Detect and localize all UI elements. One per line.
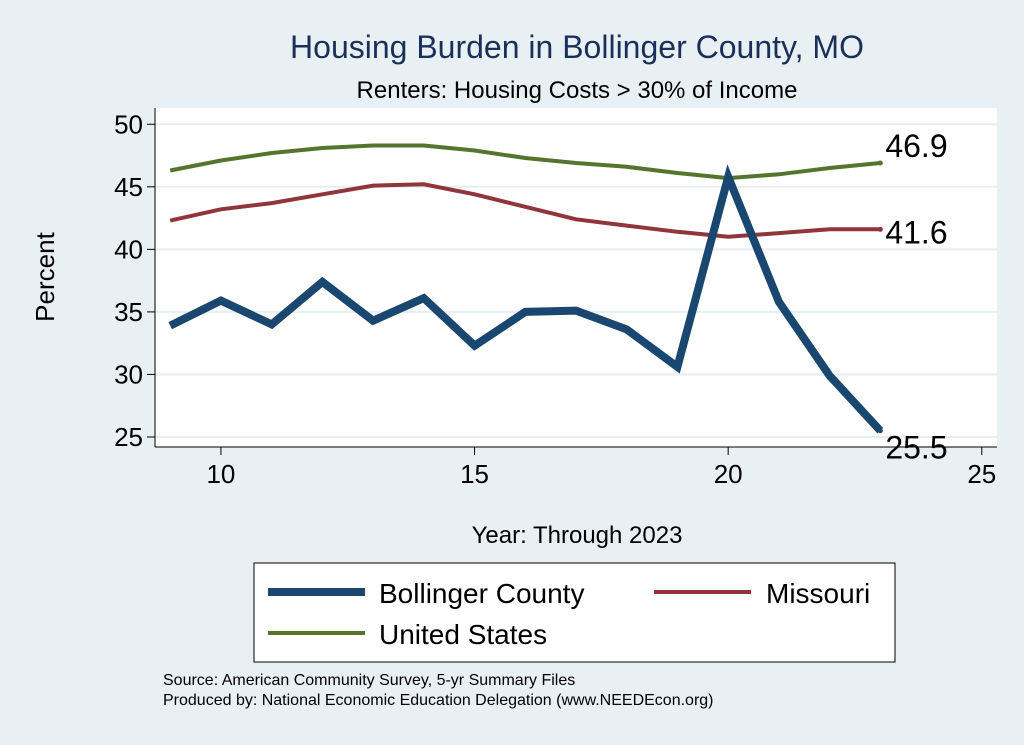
legend-label-us: United States xyxy=(379,619,547,650)
y-tick-label-35: 35 xyxy=(114,297,143,327)
end-labels: 25.5 41.6 46.9 xyxy=(877,128,948,466)
end-label-missouri: 41.6 xyxy=(885,214,947,250)
end-marker-2 xyxy=(877,160,883,166)
x-ticks: 10 15 20 25 xyxy=(206,447,996,489)
series-line-us xyxy=(169,143,881,181)
end-marker-0 xyxy=(877,428,883,434)
source-note: Source: American Community Survey, 5-yr … xyxy=(163,672,576,689)
legend: Bollinger County Missouri United States xyxy=(253,562,896,663)
end-label-us: 46.9 xyxy=(885,128,947,164)
series-group xyxy=(168,143,884,434)
series-line-bollinger xyxy=(168,164,884,434)
x-tick-label-10: 10 xyxy=(206,459,235,489)
end-marker-1 xyxy=(877,226,883,232)
x-tick-label-25: 25 xyxy=(967,459,996,489)
y-axis-label: Percent xyxy=(30,231,60,321)
x-tick-label-15: 15 xyxy=(460,459,489,489)
x-tick-label-20: 20 xyxy=(714,459,743,489)
end-label-bollinger: 25.5 xyxy=(885,430,947,466)
y-tick-label-30: 30 xyxy=(114,359,143,389)
y-ticks: 25 30 35 40 45 50 xyxy=(114,109,155,452)
y-tick-label-25: 25 xyxy=(114,422,143,452)
y-tick-label-40: 40 xyxy=(114,234,143,264)
y-tick-label-50: 50 xyxy=(114,109,143,139)
x-axis-label: Year: Through 2023 xyxy=(472,522,683,549)
legend-label-missouri: Missouri xyxy=(766,578,870,609)
series-line-missouri xyxy=(169,182,881,239)
chart-subtitle: Renters: Housing Costs > 30% of Income xyxy=(357,77,798,104)
y-tick-label-45: 45 xyxy=(114,172,143,202)
produced-note: Produced by: National Economic Education… xyxy=(163,692,714,709)
legend-box xyxy=(253,562,896,663)
chart-title: Housing Burden in Bollinger County, MO xyxy=(290,29,864,65)
plot-area xyxy=(155,108,997,447)
legend-label-bollinger: Bollinger County xyxy=(379,578,584,609)
